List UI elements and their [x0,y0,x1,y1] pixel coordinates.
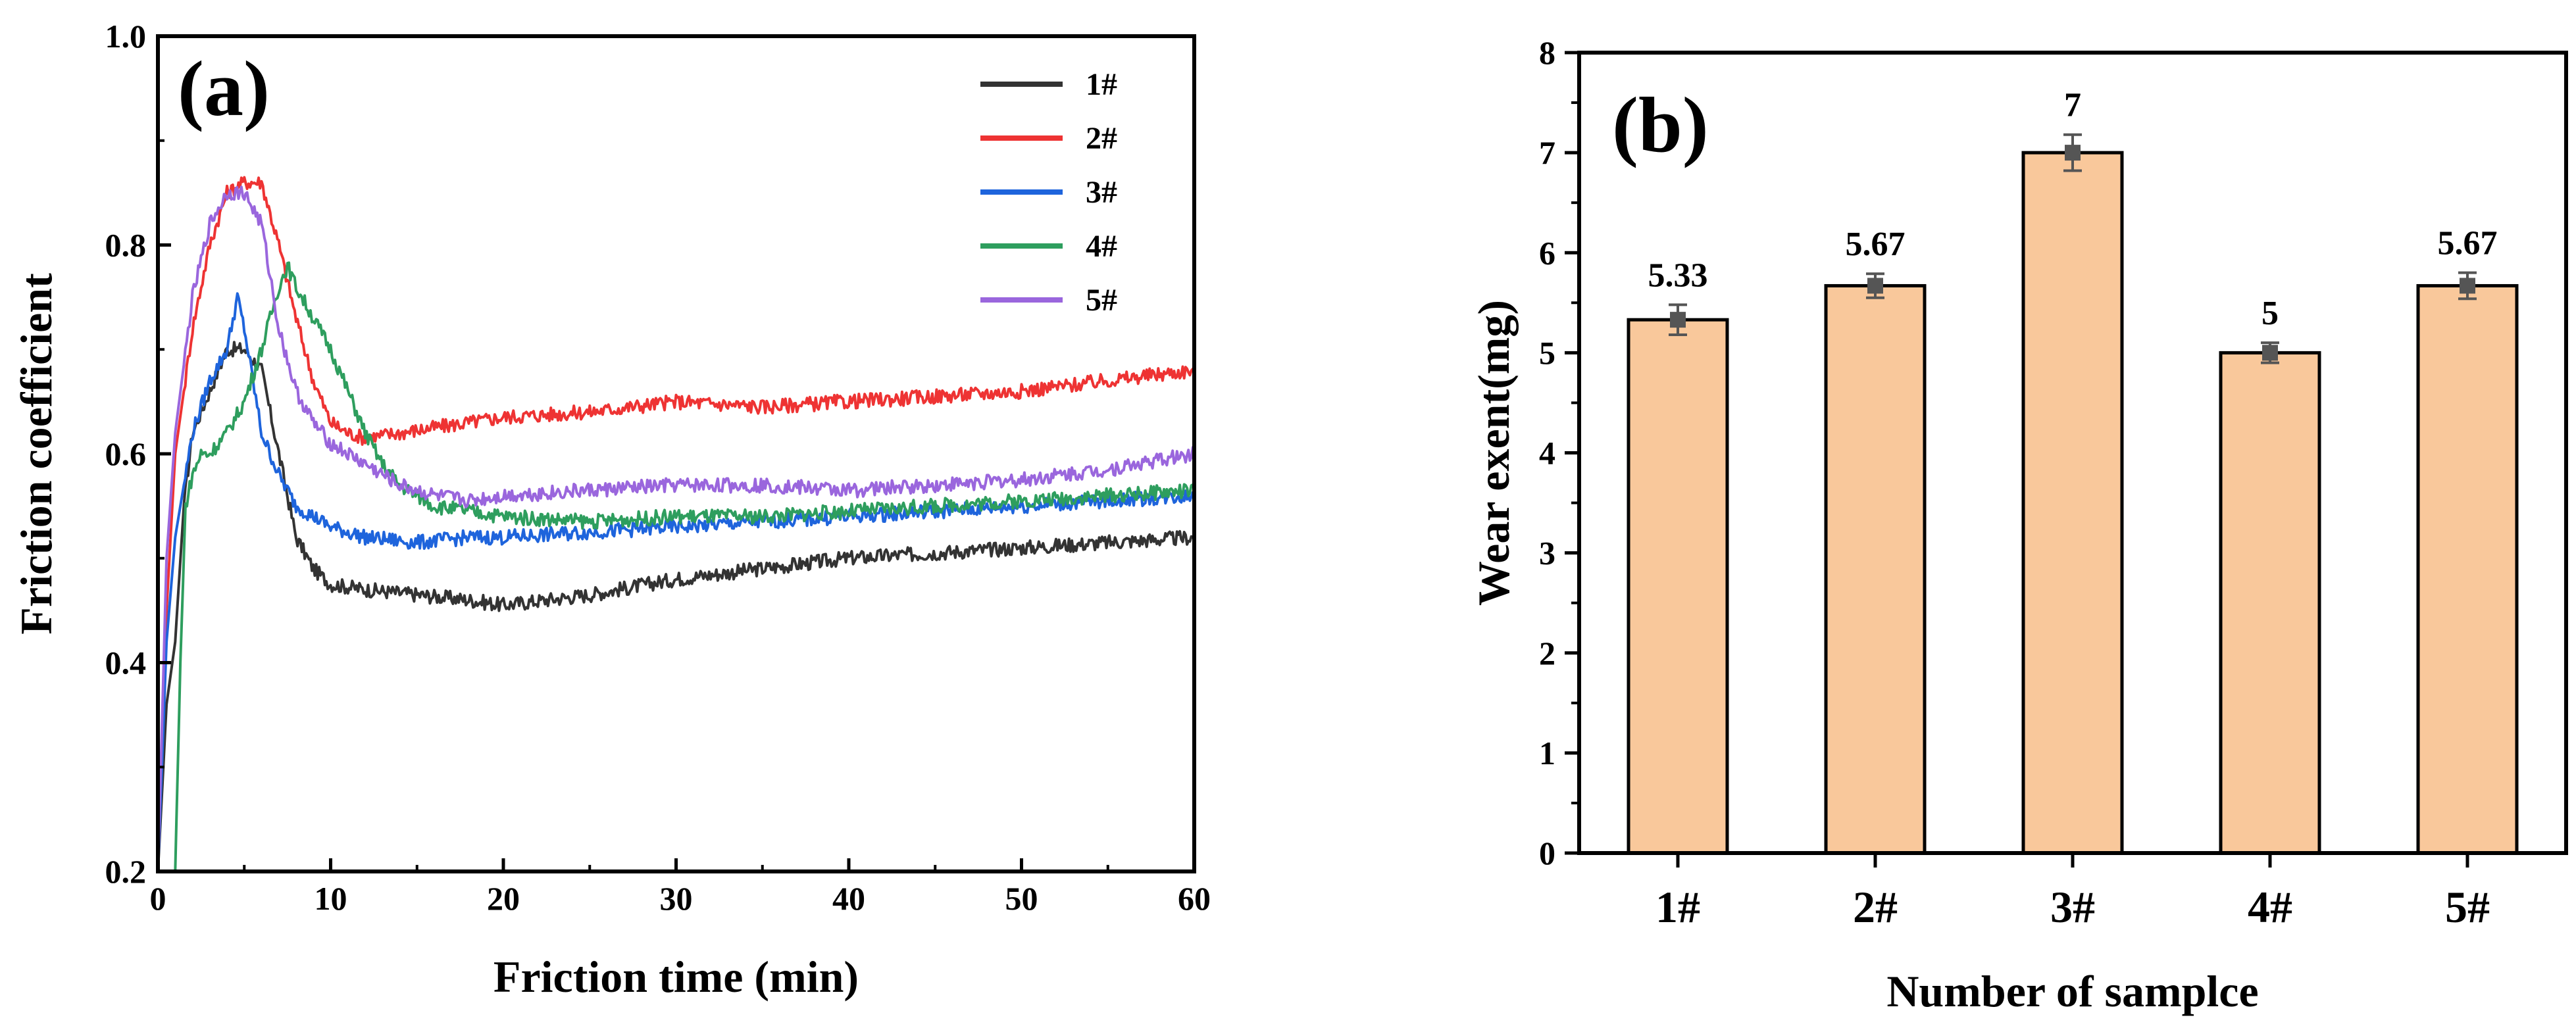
panel-a-label: (a) [178,45,270,132]
panel-b-bar-chart: 5.33 5.67 7 5 5.67 0 1 2 3 4 5 6 7 8 1# 2# 3# 4# 5# (b) N… [1469,34,2568,1016]
panel-a-y-axis-title: Friction coefficient [11,273,61,635]
x-tick-label: 30 [660,880,693,917]
panel-b-ticks: 0 1 2 3 4 5 6 7 8 1# 2# 3# 4# 5# [1539,34,2490,932]
y-tick-label: 1 [1539,735,1555,771]
y-tick-label: 0.2 [105,853,147,890]
x-category-label: 2# [1853,882,1898,932]
bar-value-label: 5.33 [1648,257,1708,294]
panel-a-line-chart: 0 10 20 30 40 50 60 0.2 0.4 0.6 0.8 1.0 (a) 1# 2# 3# 4… [11,18,1211,1002]
x-category-label: 4# [2248,882,2292,932]
panel-a-axes-frame [156,34,1196,873]
y-tick-label: 0 [1539,835,1555,871]
panel-a-plot-area [158,176,1194,871]
bar-value-label: 5.67 [2438,225,2498,262]
y-tick-label: 2 [1539,635,1555,672]
bar-5# [2416,283,2519,855]
series-line-1# [158,341,1194,871]
panel-b-label: (b) [1612,81,1709,168]
legend-label-4#: 4# [1086,229,1117,264]
y-tick-label: 0.6 [105,435,147,472]
panel-a-legend: 1# 2# 3# 4# 5# [980,67,1117,318]
bar-value-label: 5 [2261,295,2279,332]
series-line-2# [158,176,1194,871]
panel-b-x-axis-title: Number of samplce [1886,966,2258,1016]
panel-a-ticks: 0 10 20 30 40 50 60 0.2 0.4 0.6 0.8 1.0 [105,18,1211,917]
y-tick-label: 0.4 [105,645,147,681]
bar-value-label: 5.67 [1846,226,1906,263]
legend-label-2#: 2# [1086,121,1117,156]
panel-b-y-axis-title: Wear exent(mg) [1469,300,1519,606]
mean-marker [1867,278,1883,294]
x-tick-label: 40 [832,880,865,917]
y-tick-label: 8 [1539,34,1555,71]
x-category-label: 1# [1655,882,1700,932]
legend-label-3#: 3# [1086,175,1117,210]
legend-label-5#: 5# [1086,283,1117,318]
y-tick-label: 6 [1539,234,1555,271]
y-tick-label: 3 [1539,535,1555,572]
bar-1# [1627,318,1729,855]
mean-marker [2065,145,2081,161]
mean-marker [2262,345,2278,361]
mean-marker [1670,312,1686,328]
panel-b-plot-area: 5.33 5.67 7 5 5.67 [1627,87,2519,855]
bar-2# [1824,283,1927,855]
mean-marker [2460,278,2475,294]
bar-3# [2021,151,2124,855]
x-tick-label: 0 [150,880,166,917]
y-tick-label: 0.8 [105,227,147,264]
panel-a-x-axis-title: Friction time (min) [493,952,859,1002]
x-tick-label: 10 [315,880,347,917]
panel-a-series-group [158,176,1194,871]
y-tick-label: 1.0 [105,18,147,55]
legend-label-1#: 1# [1086,67,1117,102]
x-tick-label: 20 [487,880,520,917]
series-line-5# [158,185,1194,871]
y-tick-label: 7 [1539,134,1555,171]
x-category-label: 5# [2445,882,2490,932]
x-tick-label: 50 [1005,880,1038,917]
y-tick-label: 5 [1539,334,1555,371]
bar-value-label: 7 [2064,87,2081,124]
x-category-label: 3# [2050,882,2095,932]
bar-4# [2219,351,2321,855]
series-line-4# [158,261,1194,871]
y-tick-label: 4 [1539,435,1555,472]
x-tick-label: 60 [1178,880,1211,917]
